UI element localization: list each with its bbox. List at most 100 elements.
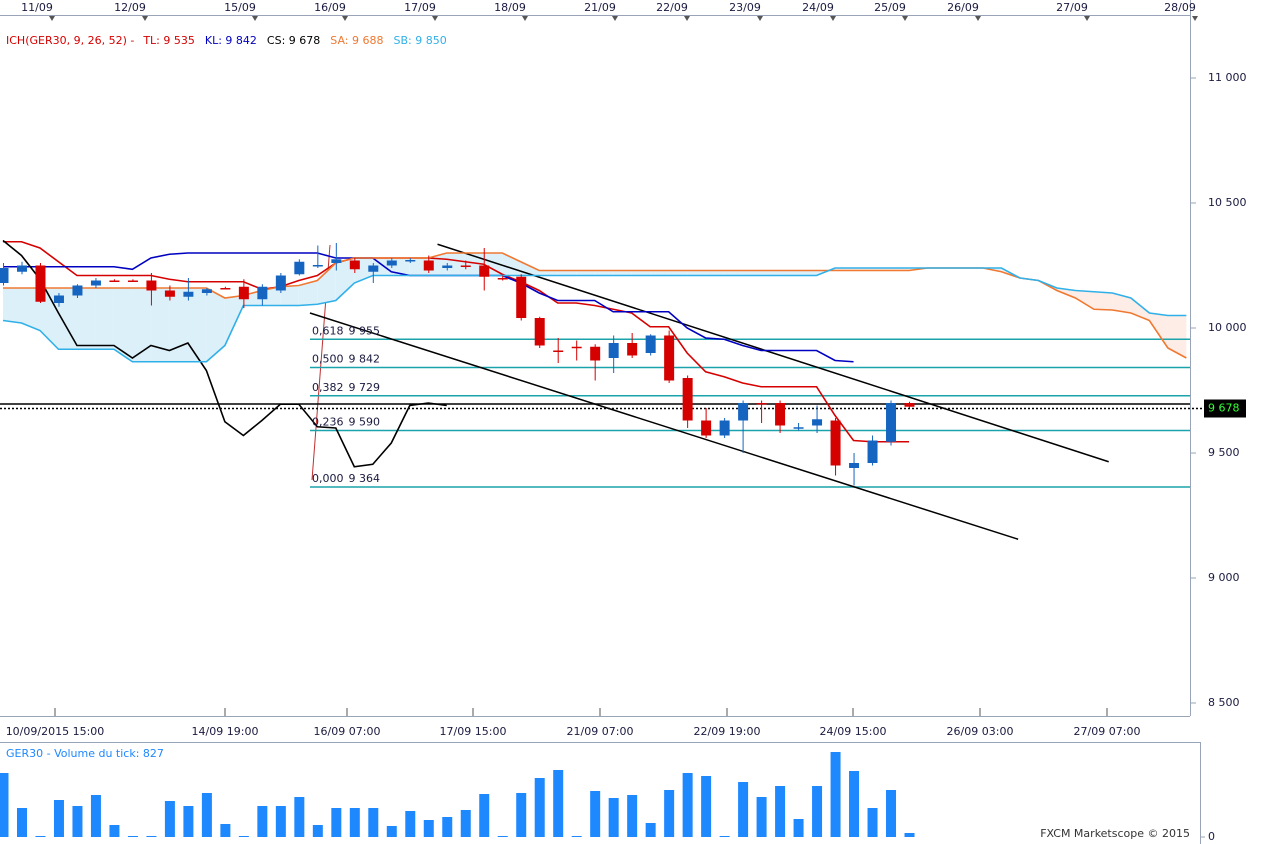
volume-bar (590, 791, 601, 837)
candle-body (72, 285, 83, 296)
candle-body (645, 335, 656, 353)
fib-price: 9 955 (349, 324, 381, 337)
volume-bar (812, 786, 823, 837)
candle-body (812, 419, 823, 426)
top-date-label: 11/09 (21, 1, 53, 14)
price-tag-label: 9 678 (1208, 402, 1240, 415)
volume-bar (867, 808, 878, 837)
bottom-date-label: 16/09 07:00 (314, 725, 381, 738)
top-date-label: 22/09 (656, 1, 688, 14)
candle-body (368, 265, 379, 272)
candle-body (627, 343, 638, 356)
bottom-date-label: 10/09/2015 15:00 (6, 725, 105, 738)
volume-bar (405, 811, 416, 837)
volume-bar (701, 776, 712, 837)
top-date-tick (684, 16, 690, 21)
volume-bar (0, 773, 9, 837)
top-date-label: 25/09 (874, 1, 906, 14)
legend-item: SA: 9 688 (330, 34, 383, 47)
fib-ratio: 0,382 (312, 381, 344, 394)
fib-label: 0,500 9 842 (312, 353, 380, 366)
candle-body (423, 260, 434, 271)
legend-item: KL: 9 842 (205, 34, 257, 47)
volume-bar (331, 808, 342, 837)
volume-tick-label: 0 (1208, 830, 1215, 843)
candle-body (90, 280, 101, 286)
volume-bar (682, 773, 693, 837)
candle-body (793, 427, 804, 429)
ichimoku-line (3, 252, 1187, 359)
candle-body (257, 286, 268, 300)
volume-bar (368, 808, 379, 837)
candle-body (738, 403, 749, 421)
volume-bar (146, 836, 157, 837)
cloud-fill (1093, 291, 1113, 310)
candle-body (349, 260, 360, 270)
volume-bar (664, 790, 675, 837)
volume-bar (16, 808, 27, 837)
volume-bar (497, 836, 508, 837)
fib-ratio: 0,236 (312, 416, 344, 429)
cloud-fill (576, 270, 595, 276)
cloud-fill (58, 288, 77, 350)
legend-item: TL: 9 535 (142, 34, 195, 47)
volume-bar (183, 806, 194, 837)
volume-bar (793, 819, 804, 837)
cloud-fill (687, 270, 706, 276)
cloud-fill (21, 288, 40, 331)
cloud-fill (1130, 298, 1150, 321)
candles (0, 243, 915, 837)
candle-body (127, 280, 138, 282)
top-date-label: 15/09 (224, 1, 256, 14)
top-date-label: 24/09 (802, 1, 834, 14)
volume-bar (386, 826, 397, 837)
volume-bar (423, 820, 434, 837)
volume-bar (460, 810, 471, 837)
top-date-label: 28/09 (1164, 1, 1196, 14)
top-date-tick (975, 16, 981, 21)
cloud-fill (206, 288, 225, 362)
y-tick-label: 10 500 (1208, 196, 1247, 209)
candle-body (238, 286, 249, 300)
overlays (0, 239, 1204, 540)
candle-body (664, 335, 675, 381)
cloud-fill (724, 270, 743, 276)
candle-body (183, 291, 194, 297)
top-date-tick (522, 16, 528, 21)
volume-bar (571, 836, 582, 837)
volume-bar (775, 786, 786, 837)
cloud-fill (465, 253, 484, 276)
candle-body (756, 403, 767, 405)
candle-body (164, 290, 175, 297)
candle-body (386, 260, 397, 266)
y-tick-label: 9 500 (1208, 446, 1240, 459)
candle-body (701, 420, 712, 436)
top-date-tick (49, 16, 55, 21)
candle-body (497, 278, 508, 280)
volume-bar (35, 836, 46, 837)
candle-body (460, 265, 471, 267)
volume-bar (164, 801, 175, 837)
candle-body (775, 403, 786, 426)
labels: 8 500 9 000 9 500 10 000 10 500 11 000 11/09 12… (6, 1, 1247, 843)
cloud-fill (132, 288, 151, 362)
fib-price: 9 590 (349, 416, 381, 429)
bottom-date-label: 24/09 15:00 (820, 725, 887, 738)
volume-bar (90, 795, 101, 837)
ichimoku-line (2, 267, 1187, 363)
fib-ratio: 0,500 (312, 353, 344, 366)
cloud-fill (317, 263, 336, 305)
top-date-tick (432, 16, 438, 21)
ichimoku-line (3, 240, 910, 443)
candle-body (867, 440, 878, 463)
top-date-tick (1192, 16, 1198, 21)
volume-bar (627, 795, 638, 837)
cloud-fill (298, 280, 318, 306)
candle-body (571, 346, 582, 349)
volume-bar (516, 793, 527, 837)
candle-body (719, 420, 730, 436)
bottom-date-label: 17/09 15:00 (440, 725, 507, 738)
candle-body (312, 265, 323, 267)
volume-bar (72, 806, 83, 837)
